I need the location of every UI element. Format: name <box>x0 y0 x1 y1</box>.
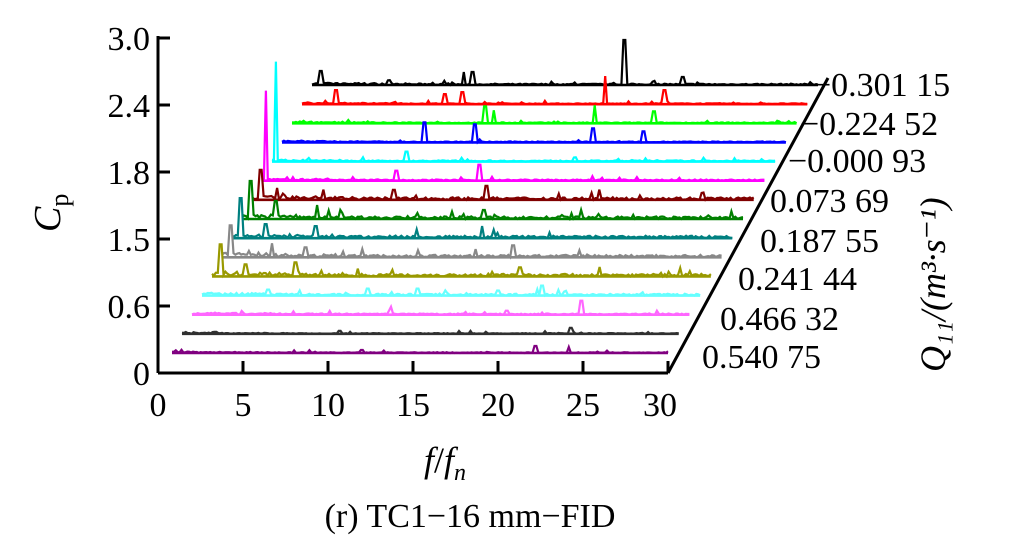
z-tick-label: 0.241 44 <box>738 261 857 298</box>
series-trace <box>251 168 755 202</box>
x-axis-title: f/fn <box>424 440 466 486</box>
x-axis-title-sub: n <box>454 460 466 486</box>
z-axis-title: Q₁₁/(m³·s⁻¹) <box>913 197 953 372</box>
x-tick-labels: 0 5 10 15 20 25 30 <box>150 387 678 424</box>
x-tick-label: 5 <box>235 387 252 424</box>
z-tick-label: 0.073 69 <box>770 183 889 220</box>
z-tick-label: 0.540 75 <box>702 339 821 376</box>
y-tick-label: 3.0 <box>108 21 151 58</box>
z-tick-label: −0.301 15 <box>812 67 950 104</box>
x-tick-label: 10 <box>311 387 345 424</box>
series-trace <box>211 243 712 279</box>
y-tick-labels: 0 0.6 1.5 1.8 2.4 3.0 <box>108 21 151 393</box>
series-layer <box>171 38 819 356</box>
series-trace <box>191 299 690 317</box>
z-tick-label: −0.000 93 <box>788 143 926 180</box>
z-tick-label: 0.466 32 <box>720 301 839 338</box>
y-axis-title-sub: p <box>45 194 74 207</box>
y-tick-label: 2.4 <box>108 88 151 125</box>
series-trace <box>301 76 808 106</box>
x-axis-title-slash: / <box>434 440 444 480</box>
y-tick-label: 0 <box>133 356 150 393</box>
z-tick-label: 0.187 55 <box>760 223 879 260</box>
x-ticks <box>156 361 670 373</box>
x-tick-label: 25 <box>566 387 600 424</box>
y-axis-title: Cp <box>27 194 74 232</box>
series-trace <box>221 224 722 260</box>
z-tick-labels: −0.301 15 −0.224 52 −0.000 93 0.073 69 0… <box>702 67 950 376</box>
z-tick-label: −0.224 52 <box>800 106 938 143</box>
series-trace <box>231 197 733 240</box>
series-occluder <box>272 61 776 165</box>
series-trace <box>201 284 701 298</box>
y-tick-label: 1.8 <box>108 155 151 192</box>
series-trace <box>291 105 798 125</box>
y-axis-title-main: C <box>27 206 69 232</box>
figure-caption: (r) TC1−16 mm−FID <box>325 498 616 535</box>
y-tick-label: 1.5 <box>108 222 151 259</box>
y-tick-label: 0.6 <box>108 289 151 326</box>
x-tick-label: 20 <box>481 387 515 424</box>
axes <box>156 36 830 375</box>
x-tick-label: 15 <box>396 387 430 424</box>
y-ticks <box>158 36 170 375</box>
x-tick-label: 30 <box>643 387 677 424</box>
series-trace <box>311 38 819 87</box>
z-axis-line <box>666 77 830 374</box>
series-trace <box>271 61 776 163</box>
x-tick-label: 0 <box>150 387 167 424</box>
